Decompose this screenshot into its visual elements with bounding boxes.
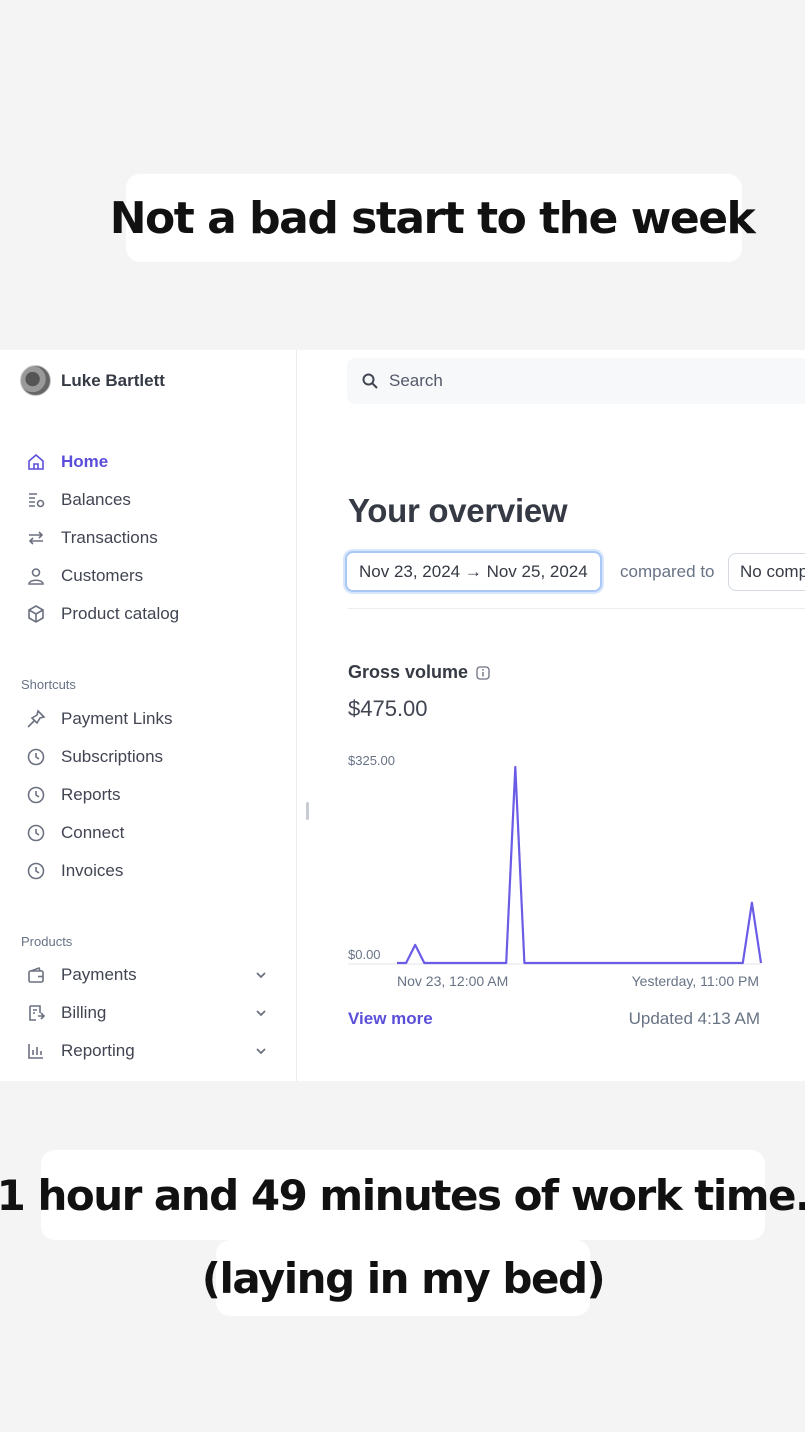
- gross-volume-chart: $325.00 $0.00 Nov 23, 12:00 AM Yesterday, 1…: [348, 753, 763, 989]
- sidebar-item-invoices[interactable]: Invoices: [24, 852, 284, 890]
- balances-icon: [24, 488, 48, 512]
- billing-icon: [24, 1001, 48, 1025]
- shortcuts-nav: Payment Links Subscriptions Reports Conn…: [24, 700, 284, 890]
- sidebar-resize-handle[interactable]: [306, 802, 309, 820]
- chevron-down-icon[interactable]: [254, 967, 268, 981]
- main-nav: Home Balances Transactions Customers Pro…: [24, 443, 284, 633]
- sidebar-item-label: Payments: [61, 965, 137, 984]
- caption-bottom-line1: 1 hour and 49 minutes of work time.: [0, 1150, 805, 1240]
- sidebar-item-transactions[interactable]: Transactions: [24, 519, 284, 557]
- sidebar-item-payment-links[interactable]: Payment Links: [24, 700, 284, 738]
- page-title: Your overview: [348, 492, 568, 529]
- info-icon[interactable]: [476, 665, 490, 680]
- caption-top-text: Not a bad start to the week: [109, 192, 756, 244]
- dashboard-screenshot: Luke Bartlett Home Balances Transactions…: [0, 350, 805, 1081]
- user-name: Luke Bartlett: [61, 370, 165, 390]
- clock-icon: [24, 783, 48, 807]
- sidebar-item-product-catalog[interactable]: Product catalog: [24, 595, 284, 633]
- bar-chart-icon: [24, 1039, 48, 1063]
- wallet-icon: [24, 963, 48, 987]
- sidebar-item-label: Subscriptions: [61, 747, 164, 766]
- y-tick-label: $325.00: [348, 753, 395, 768]
- home-icon: [24, 450, 48, 474]
- sidebar-item-label: Home: [61, 452, 109, 471]
- sidebar-item-connect[interactable]: Connect: [24, 814, 284, 852]
- sidebar-item-billing[interactable]: Billing: [24, 994, 284, 1032]
- sidebar-item-label: Product catalog: [61, 604, 180, 623]
- sidebar-item-label: Balances: [61, 490, 131, 509]
- avatar: [20, 365, 51, 396]
- sidebar: Luke Bartlett Home Balances Transactions…: [0, 350, 297, 1081]
- sidebar-item-label: Invoices: [61, 861, 124, 880]
- sidebar-item-label: Reports: [61, 785, 121, 804]
- sidebar-item-label: Customers: [61, 566, 144, 585]
- transactions-icon: [24, 526, 48, 550]
- sidebar-item-balances[interactable]: Balances: [24, 481, 284, 519]
- gross-volume-title: Gross volume: [348, 662, 490, 683]
- main-content: Your overview Nov 23, 2024 → Nov 25, 202…: [297, 350, 805, 1081]
- updated-timestamp: Updated 4:13 AM: [628, 1009, 760, 1028]
- sidebar-item-label: Transactions: [61, 528, 158, 547]
- sidebar-item-label: Connect: [61, 823, 125, 842]
- caption-bottom-line1-text: 1 hour and 49 minutes of work time.: [0, 1170, 805, 1220]
- sidebar-item-customers[interactable]: Customers: [24, 557, 284, 595]
- account-switcher[interactable]: Luke Bartlett: [20, 365, 165, 396]
- sidebar-item-label: Payment Links: [61, 709, 173, 728]
- clock-icon: [24, 859, 48, 883]
- customers-icon: [24, 564, 48, 588]
- clock-icon: [24, 821, 48, 845]
- sidebar-item-label: Reporting: [61, 1041, 135, 1060]
- x-tick-label: Yesterday, 11:00 PM: [632, 973, 759, 989]
- search-input[interactable]: [389, 371, 689, 391]
- y-tick-label: $0.00: [348, 947, 381, 962]
- x-tick-label: Nov 23, 12:00 AM: [397, 973, 508, 989]
- gross-volume-label: Gross volume: [348, 662, 469, 682]
- product-catalog-icon: [24, 602, 48, 626]
- caption-top: Not a bad start to the week: [110, 174, 756, 262]
- sidebar-item-home[interactable]: Home: [24, 443, 284, 481]
- products-heading: Products: [21, 934, 73, 949]
- sidebar-item-label: Billing: [61, 1003, 107, 1022]
- divider: [348, 608, 805, 609]
- chevron-down-icon[interactable]: [254, 1043, 268, 1057]
- comparison-select[interactable]: No comparison: [728, 553, 805, 591]
- search-bar[interactable]: [347, 358, 805, 404]
- compared-to-label: compared to: [620, 562, 715, 581]
- gross-volume-value: $475.00: [348, 696, 428, 721]
- products-nav: Payments Billing Reporting: [24, 956, 284, 1070]
- sidebar-item-reporting[interactable]: Reporting: [24, 1032, 284, 1070]
- chevron-down-icon[interactable]: [254, 1005, 268, 1019]
- view-more-link[interactable]: View more: [348, 1009, 433, 1028]
- date-range-picker[interactable]: Nov 23, 2024 → Nov 25, 2024: [345, 551, 602, 592]
- caption-bottom-line2-text: (laying in my bed): [201, 1253, 606, 1303]
- caption-bottom-line2: (laying in my bed): [202, 1240, 606, 1316]
- sidebar-item-subscriptions[interactable]: Subscriptions: [24, 738, 284, 776]
- search-icon: [362, 373, 378, 389]
- pin-icon: [24, 707, 48, 731]
- sidebar-item-payments[interactable]: Payments: [24, 956, 284, 994]
- gross-volume-series-line: [397, 765, 763, 965]
- clock-icon: [24, 745, 48, 769]
- shortcuts-heading: Shortcuts: [21, 677, 76, 692]
- sidebar-item-reports[interactable]: Reports: [24, 776, 284, 814]
